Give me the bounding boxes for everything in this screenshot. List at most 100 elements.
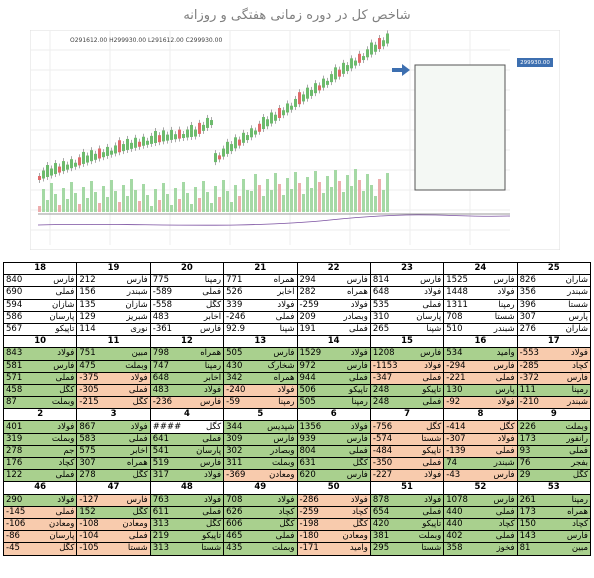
- cell-name: فملی: [480, 505, 518, 519]
- cell-value: 311: [223, 456, 261, 471]
- cell-name: تاپیکو: [333, 383, 371, 398]
- decoration: [110, 180, 113, 212]
- decoration: [134, 190, 137, 212]
- cell-value: -145: [3, 505, 41, 519]
- decoration: [46, 165, 49, 178]
- cell-name: فارس: [186, 456, 225, 471]
- cell-name: مبین: [113, 347, 151, 361]
- cell-value: 775: [149, 274, 187, 288]
- cell-name: شستا: [113, 542, 151, 556]
- cell-value: 654: [369, 505, 408, 519]
- cell-value: 586: [3, 310, 41, 324]
- decoration: [202, 124, 205, 131]
- cell-value: -1153: [369, 359, 408, 373]
- decoration: [270, 112, 273, 124]
- cell-name: شستا: [480, 310, 518, 324]
- cell-value: -756: [369, 420, 408, 434]
- decoration: [330, 74, 333, 83]
- header-row: 46 47 48 49 50 51 52 53: [2, 481, 592, 495]
- decoration: [178, 199, 181, 212]
- cell-value: 814: [369, 274, 408, 288]
- decoration: [190, 124, 193, 137]
- cell-name: شپنا: [407, 322, 445, 337]
- decoration: [214, 186, 217, 212]
- cell-name: فولاد: [480, 286, 518, 300]
- decoration: [114, 145, 117, 154]
- decoration: [322, 193, 325, 212]
- decoration: [82, 187, 85, 212]
- cell-value: 176: [3, 456, 41, 471]
- decoration: [286, 103, 289, 113]
- column-header: 18: [2, 261, 78, 276]
- decoration: [234, 137, 237, 149]
- column-header: 52: [443, 481, 518, 495]
- cell-name: فارس: [333, 469, 371, 483]
- cell-value: -285: [516, 359, 554, 373]
- cell-name: فملی: [407, 456, 445, 471]
- cell-name: کگل: [113, 469, 151, 483]
- decoration: [150, 206, 153, 212]
- cell-name: فولاد: [333, 347, 371, 361]
- cell-value: -215: [76, 396, 114, 410]
- inset: [414, 64, 506, 191]
- cell-name: کگل: [553, 469, 591, 483]
- decoration: [350, 186, 353, 212]
- cell-value: 648: [149, 371, 187, 385]
- cell-value: 534: [443, 347, 481, 361]
- data-row: 87 وبملت -215 کگل -236 فارس -59 رمپنا 505 رمپنا 24…: [3, 396, 591, 410]
- cell-value: 575: [76, 444, 114, 459]
- decoration: [250, 191, 253, 212]
- cell-name: فملی: [407, 396, 445, 410]
- data-row: 319 وبملت 583 فملی 641 فملی 309 فارس 939 فارس -574…: [3, 432, 591, 446]
- cell-value: 771: [223, 274, 261, 288]
- decoration: [130, 142, 133, 149]
- cell-name: فارس: [113, 493, 151, 507]
- decoration: [198, 198, 201, 212]
- cell-name: فارس: [260, 432, 298, 446]
- cell-name: فارس: [407, 274, 445, 288]
- decoration: [218, 197, 221, 212]
- cell-value: 401: [3, 420, 41, 434]
- decoration: [370, 185, 373, 212]
- decoration: [126, 138, 129, 150]
- cell-value: 396: [516, 298, 554, 312]
- cell-name: کگل: [40, 383, 78, 398]
- cell-value: 567: [3, 322, 41, 337]
- cell-value: 878: [369, 493, 408, 507]
- decoration: [174, 188, 177, 212]
- cell-value: 29: [516, 469, 554, 483]
- cell-value: -414: [443, 420, 481, 434]
- decoration: [146, 140, 149, 145]
- decoration: [86, 155, 89, 163]
- cell-value: 1529: [296, 347, 334, 361]
- cell-value: -139: [443, 444, 481, 459]
- cell-name: شبندر: [480, 456, 518, 471]
- decoration: [198, 122, 201, 134]
- decoration: [50, 168, 53, 176]
- decoration: [206, 192, 209, 212]
- decoration: [354, 169, 357, 212]
- decoration: [306, 87, 309, 99]
- cell-name: اخابر: [113, 444, 151, 459]
- decoration: [266, 119, 269, 127]
- decoration: [54, 163, 57, 175]
- data-row: 458 کگل -305 فملی 483 فولاد -240 فولاد 506 تاپیکو…: [3, 383, 591, 398]
- decoration: [258, 123, 261, 132]
- cell-name: فولاد: [40, 347, 78, 361]
- cell-value: -307: [443, 432, 481, 446]
- cell-value: 483: [149, 310, 187, 324]
- cell-name: فولاد: [407, 469, 445, 483]
- decoration: [170, 205, 173, 212]
- cell-name: شبندر: [553, 396, 591, 410]
- cell-value: -59: [223, 396, 261, 410]
- cell-value: 641: [149, 432, 187, 446]
- column-header: 21: [223, 261, 298, 276]
- decoration: [70, 182, 73, 212]
- cell-name: کچاد: [553, 359, 591, 373]
- cell-value: 93: [516, 444, 554, 459]
- decoration: [382, 190, 385, 212]
- cell-name: فملی: [333, 371, 371, 385]
- cell-name: فملی: [407, 298, 445, 312]
- decoration: [138, 141, 141, 147]
